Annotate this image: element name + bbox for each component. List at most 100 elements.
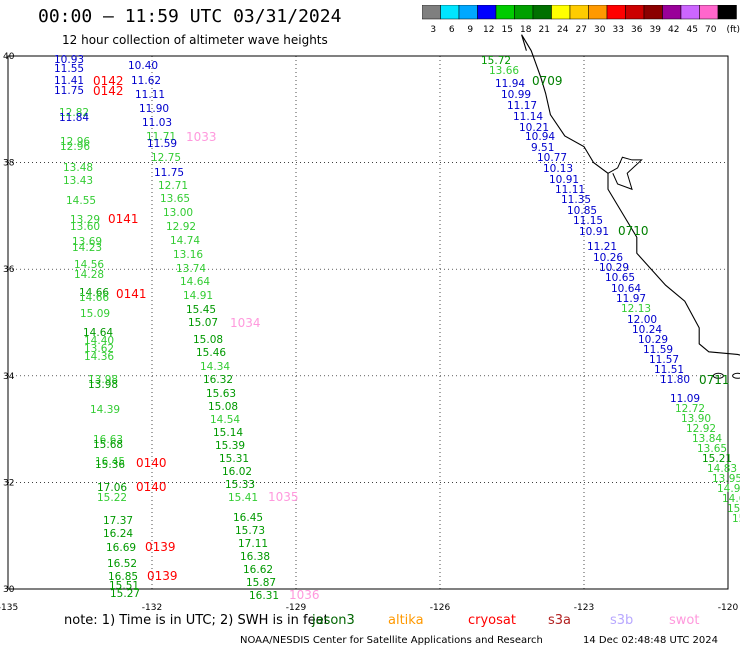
wave-height-label: 10.13 (543, 163, 574, 175)
wave-height-label: 14.34 (200, 361, 231, 373)
wave-height-label: 10.85 (567, 205, 598, 217)
wave-height-label: 15.33 (225, 479, 256, 491)
wave-height-label: 10.40 (128, 60, 159, 72)
wave-height-label: 15.21 (702, 453, 733, 465)
wave-height-label: 11.14 (513, 111, 544, 123)
legend-tick-label: 36 (631, 25, 643, 35)
legend-tick-label: 45 (687, 25, 698, 35)
pass-id-label: 0140 (136, 480, 167, 494)
wave-height-label: 15.63 (206, 388, 237, 400)
wave-height-label: 11.17 (507, 100, 538, 112)
legend-swatch (717, 5, 737, 20)
san-francisco-bay (607, 156, 643, 191)
wave-height-label: 13.43 (63, 175, 94, 187)
legend-tick-label: 33 (613, 25, 624, 35)
wave-height-label: 10.29 (638, 334, 669, 346)
wave-height-label: 13.65 (697, 443, 728, 455)
wave-height-label: 15.72 (481, 55, 512, 67)
wave-height-label: 10.99 (501, 89, 532, 101)
wave-height-label: 10.94 (525, 131, 556, 143)
wave-height-label: 15.41 (228, 492, 259, 504)
wave-height-label: 11.71 (146, 131, 177, 143)
wave-height-label: 14.40 (84, 335, 115, 347)
wave-height-label: 12.92 (166, 221, 197, 233)
map-subtitle: 12 hour collection of altimeter wave hei… (62, 33, 328, 47)
map-frame (7, 55, 729, 590)
wave-height-label: 13.62 (84, 343, 115, 355)
legend-tick-label: 24 (557, 25, 569, 35)
wave-height-label: 11.80 (660, 374, 691, 386)
wave-height-label: 12.92 (686, 423, 717, 435)
wave-height-label: 11.59 (147, 138, 178, 150)
wave-height-label: 11.59 (643, 344, 674, 356)
wave-height-label: 11.97 (616, 293, 647, 305)
legend-tick-label: 39 (650, 25, 662, 35)
wave-height-label: 16.31 (249, 590, 280, 602)
wave-height-label: 15.36 (95, 459, 126, 471)
satellite-legend-item: jason3 (312, 613, 355, 628)
pass-id-label: 0141 (116, 287, 147, 301)
pass-id-label: 1035 (268, 490, 299, 504)
wave-height-label: 17.11 (238, 538, 269, 550)
map-title: 00:00 — 11:59 UTC 03/31/2024 (38, 6, 342, 27)
pass-id-label: 0709 (532, 74, 563, 88)
pass-id-label: 0710 (618, 224, 649, 238)
wave-height-label: 15.14 (213, 427, 244, 439)
wave-height-label: 14.6 (722, 493, 740, 505)
latitude-tick-label: 32 (3, 478, 14, 488)
wave-height-label: 14.39 (90, 404, 121, 416)
wave-height-label: 14.91 (183, 290, 214, 302)
wave-height-label: 13.69 (72, 236, 103, 248)
wave-height-label: 14.64 (180, 276, 211, 288)
wave-height-label: 13.29 (70, 214, 101, 226)
longitude-tick-label: -132 (142, 603, 162, 613)
coastline (521, 34, 740, 356)
legend-tick-label: 6 (449, 25, 455, 35)
wave-height-label: 11.94 (495, 78, 526, 90)
wave-height-label: 11.21 (587, 241, 618, 253)
wave-height-label: 12.72 (675, 403, 706, 415)
longitude-tick-label: -135 (0, 603, 18, 613)
wave-height-label: 15.22 (97, 492, 128, 504)
wave-height-label: 12.71 (158, 180, 189, 192)
wave-height-label: 15.8 (727, 503, 740, 515)
wave-height-label: 13.84 (692, 433, 723, 445)
wave-height-label: 15.51 (109, 580, 140, 592)
pass-id-label: 1033 (186, 130, 217, 144)
wave-height-label: 11.75 (54, 85, 85, 97)
generation-timestamp: 14 Dec 02:48:48 UTC 2024 (583, 635, 718, 646)
wave-height-label: 11.11 (135, 89, 166, 101)
wave-height-label: 13.60 (70, 221, 101, 233)
satellite-legend-item: s3b (610, 613, 634, 628)
wave-height-label: 12.00 (627, 314, 658, 326)
wave-height-label: 16.32 (203, 374, 234, 386)
wave-height-label: 11.41 (54, 75, 85, 87)
latitude-tick-label: 36 (3, 265, 15, 275)
wave-height-label: 16.85 (108, 571, 139, 583)
wave-height-label: 14.64 (83, 327, 114, 339)
wave-height-label: 16.38 (240, 551, 271, 563)
wave-height-label: 11.55 (54, 63, 85, 75)
latitude-tick-label: 34 (3, 372, 15, 382)
wave-height-label: 13.00 (163, 207, 194, 219)
wave-height-label: 16.24 (103, 528, 134, 540)
wave-height-label: 10.64 (611, 283, 642, 295)
wave-height-label: 11.51 (654, 364, 685, 376)
wave-height-label: 16.02 (222, 466, 253, 478)
pass-id-label: 0141 (108, 212, 139, 226)
pass-id-label: 0142 (93, 74, 124, 88)
wave-height-label: 13.48 (63, 162, 94, 174)
wave-height-label: 11.57 (649, 354, 680, 366)
wave-height-label: 12.96 (60, 136, 91, 148)
footer-note: note: 1) Time is in UTC; 2) SWH is in fe… (64, 613, 329, 628)
wave-height-label: 14.74 (170, 235, 201, 247)
wave-height-label: 13.98 (88, 379, 119, 391)
satellite-legend-item: s3a (548, 613, 572, 628)
wave-height-label: 14.55 (66, 195, 97, 207)
wave-height-label: 13.95 (712, 473, 740, 485)
wave-height-label: 12.82 (59, 107, 90, 119)
wave-height-label: 14.23 (72, 242, 103, 254)
island (732, 372, 740, 379)
wave-height-label: 11.15 (573, 215, 604, 227)
wave-height-label: 13.65 (160, 193, 191, 205)
